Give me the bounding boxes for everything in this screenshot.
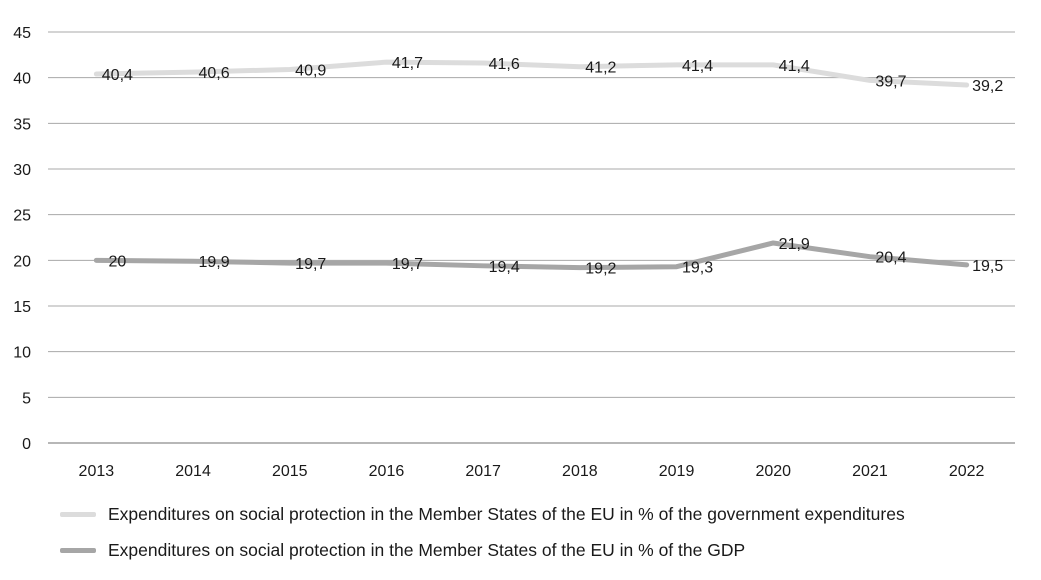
y-tick-label-35: 35 (13, 116, 31, 133)
legend-label-government-expenditures: Expenditures on social protection in the… (108, 503, 905, 524)
data-label-s1-2018: 41,2 (585, 60, 616, 77)
data-label-s1-2019: 41,4 (682, 58, 713, 75)
legend: Expenditures on social protection in the… (60, 500, 1030, 572)
y-tick-label-5: 5 (22, 390, 31, 407)
data-label-s1-2013: 40,4 (102, 67, 133, 84)
legend-swatch-gdp (60, 547, 96, 553)
data-label-s2-2022: 19,5 (972, 258, 1003, 275)
y-tick-label-30: 30 (13, 162, 31, 179)
legend-item-gdp: Expenditures on social protection in the… (60, 536, 1030, 564)
data-label-s2-2018: 19,2 (585, 261, 616, 278)
data-label-s2-2016: 19,7 (392, 256, 423, 273)
data-label-s1-2015: 40,9 (295, 62, 326, 79)
y-tick-label-40: 40 (13, 71, 31, 88)
legend-item-government-expenditures: Expenditures on social protection in the… (60, 500, 1030, 528)
data-label-s2-2013: 20 (108, 253, 126, 270)
y-tick-label-15: 15 (13, 299, 31, 316)
x-tick-label-2016: 2016 (369, 463, 405, 480)
data-label-s2-2015: 19,7 (295, 256, 326, 273)
series-line-2 (93, 240, 970, 271)
line-chart-plot: 0 5 10 15 20 25 30 35 40 45 2013 2014 2015 2016 2017 20… (13, 25, 1015, 480)
x-tick-label-2019: 2019 (659, 463, 695, 480)
data-label-s1-2020: 41,4 (779, 58, 810, 75)
y-tick-label-25: 25 (13, 208, 31, 225)
data-label-s1-2021: 39,7 (875, 73, 906, 90)
x-tick-label-2013: 2013 (79, 463, 115, 480)
legend-label-gdp: Expenditures on social protection in the… (108, 539, 746, 560)
x-tick-label-2014: 2014 (175, 463, 211, 480)
y-tick-label-45: 45 (13, 25, 31, 42)
data-label-s2-2017: 19,4 (489, 259, 520, 276)
data-label-s2-2019: 19,3 (682, 260, 713, 277)
x-tick-label-2015: 2015 (272, 463, 308, 480)
data-label-s2-2020: 21,9 (779, 236, 810, 253)
legend-swatch-government-expenditures (60, 511, 96, 517)
x-tick-label-2020: 2020 (755, 463, 791, 480)
x-tick-label-2022: 2022 (949, 463, 985, 480)
y-tick-label-20: 20 (13, 253, 31, 270)
data-label-s1-2016: 41,7 (392, 55, 423, 72)
data-label-s1-2017: 41,6 (489, 56, 520, 73)
series-line-1 (93, 59, 970, 88)
x-tick-label-2018: 2018 (562, 463, 598, 480)
y-tick-label-0: 0 (22, 436, 31, 453)
x-tick-label-2017: 2017 (465, 463, 501, 480)
data-label-s2-2021: 20,4 (875, 250, 906, 267)
x-tick-label-2021: 2021 (852, 463, 888, 480)
data-label-s2-2014: 19,9 (198, 254, 229, 271)
data-label-s1-2014: 40,6 (198, 65, 229, 82)
data-label-s1-2022: 39,2 (972, 78, 1003, 95)
y-tick-label-10: 10 (13, 345, 31, 362)
